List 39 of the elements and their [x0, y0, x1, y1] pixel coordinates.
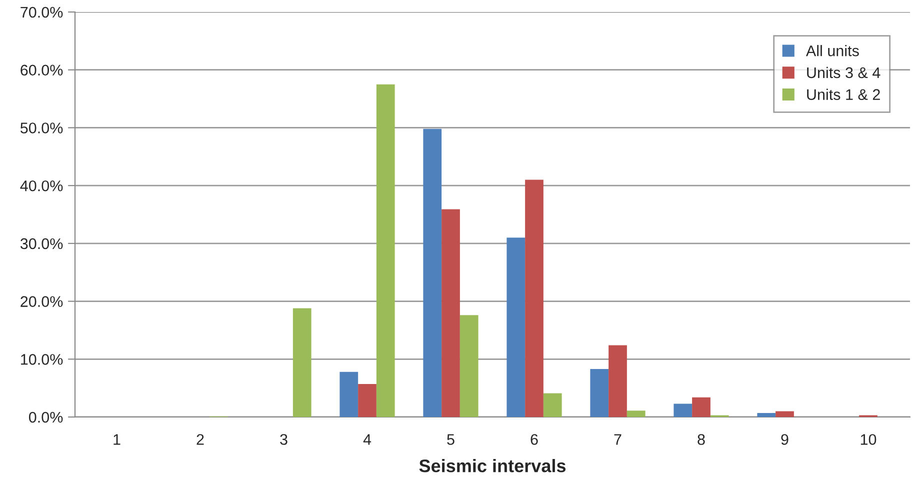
- bar: [608, 345, 627, 417]
- bar: [376, 84, 395, 417]
- legend-label: All units: [806, 45, 859, 56]
- x-tick-label: 10: [860, 434, 876, 445]
- bar: [292, 308, 312, 417]
- y-tick-label: 20.0%: [20, 296, 63, 307]
- y-tick-label: 30.0%: [20, 238, 63, 250]
- x-tick-label: 7: [614, 434, 622, 445]
- bar: [442, 209, 460, 417]
- bar: [423, 128, 442, 417]
- x-tick-label: 9: [781, 434, 788, 445]
- legend-label: Units 3 & 4: [807, 66, 880, 78]
- y-tick-label: 10.0%: [21, 354, 63, 365]
- x-tick-label: 5: [447, 434, 454, 445]
- bar: [776, 411, 794, 417]
- y-tick-label: 70.0%: [20, 6, 63, 18]
- x-tick-label: 1: [114, 434, 120, 445]
- x-axis-title: Seismic intervals: [419, 459, 566, 472]
- bar: [674, 404, 692, 417]
- x-tick-label: 4: [363, 434, 372, 445]
- bar: [506, 238, 526, 417]
- bar: [460, 315, 478, 417]
- x-tick-label: 8: [698, 434, 705, 445]
- bar: [525, 180, 544, 417]
- x-tick-label: 3: [280, 434, 288, 445]
- y-tick-label: 40.0%: [20, 180, 63, 192]
- legend-label: Units 1 & 2: [807, 88, 880, 100]
- bar: [626, 410, 646, 417]
- bar: [340, 372, 358, 417]
- x-tick-label: 6: [530, 434, 538, 445]
- y-tick-label: 50.0%: [20, 122, 63, 134]
- bar: [590, 368, 609, 417]
- x-tick-label: 2: [196, 434, 204, 445]
- bar: [692, 397, 710, 417]
- bar: [358, 384, 376, 417]
- y-tick-label: 60.0%: [20, 64, 63, 76]
- bar: [757, 412, 776, 417]
- y-tick-label: 0.0%: [28, 412, 63, 423]
- bar: [543, 393, 562, 417]
